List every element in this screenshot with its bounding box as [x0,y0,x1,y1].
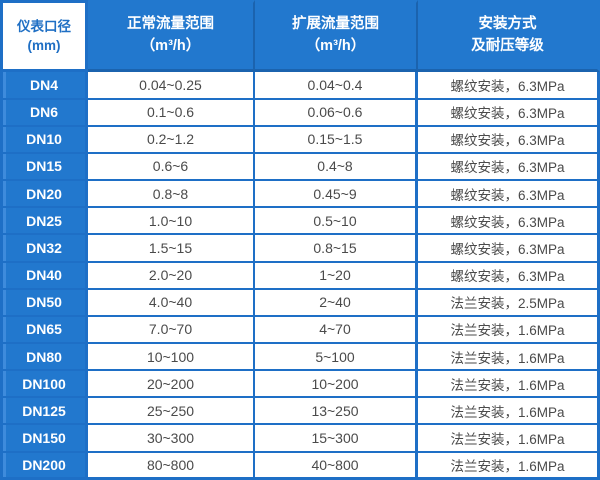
cell-installation: 法兰安装，1.6MPa [418,425,600,453]
cell-extended-flow: 0.45~9 [255,181,418,209]
cell-diameter: DN25 [0,208,88,236]
table-row: DN32 1.5~15 0.8~15 螺纹安装，6.3MPa [0,235,600,263]
cell-extended-flow: 5~100 [255,344,418,372]
table-row: DN150 30~300 15~300 法兰安装，1.6MPa [0,425,600,453]
cell-diameter: DN125 [0,398,88,426]
table-row: DN100 20~200 10~200 法兰安装，1.6MPa [0,371,600,399]
cell-normal-flow: 0.04~0.25 [88,72,255,100]
table-row: DN65 7.0~70 4~70 法兰安装，1.6MPa [0,316,600,344]
cell-installation: 法兰安装，1.6MPa [418,398,600,426]
cell-normal-flow: 0.8~8 [88,181,255,209]
table-row: DN15 0.6~6 0.4~8 螺纹安装，6.3MPa [0,153,600,182]
cell-extended-flow: 0.04~0.4 [255,72,418,100]
cell-installation: 法兰安装，1.6MPa [418,452,600,480]
header-extended-flow-line1: 扩展流量范围 [292,16,379,33]
cell-normal-flow: 0.6~6 [88,153,255,182]
cell-normal-flow: 0.2~1.2 [88,126,255,154]
cell-diameter: DN100 [0,371,88,399]
table-row: DN50 4.0~40 2~40 法兰安装，2.5MPa [0,289,600,317]
table-row: DN40 2.0~20 1~20 螺纹安装，6.3MPa [0,262,600,290]
cell-extended-flow: 10~200 [255,371,418,399]
cell-diameter: DN40 [0,262,88,290]
cell-extended-flow: 2~40 [255,289,418,317]
cell-installation: 螺纹安装，6.3MPa [418,181,600,209]
cell-installation: 螺纹安装，6.3MPa [418,262,600,290]
cell-extended-flow: 0.06~0.6 [255,99,418,127]
cell-installation: 螺纹安装，6.3MPa [418,208,600,236]
cell-normal-flow: 4.0~40 [88,289,255,317]
cell-normal-flow: 7.0~70 [88,316,255,344]
header-cell-extended-flow: 扩展流量范围 （m³/h） [255,0,418,73]
cell-extended-flow: 40~800 [255,452,418,480]
cell-diameter: DN4 [0,72,88,100]
header-cell-diameter: 仪表口径 (mm) [0,0,88,73]
cell-installation: 法兰安装，1.6MPa [418,316,600,344]
cell-installation: 螺纹安装，6.3MPa [418,72,600,100]
cell-extended-flow: 15~300 [255,425,418,453]
cell-diameter: DN10 [0,126,88,154]
cell-diameter: DN15 [0,153,88,182]
table-row: DN200 80~800 40~800 法兰安装，1.6MPa [0,452,600,480]
cell-extended-flow: 0.8~15 [255,235,418,263]
header-installation-line2: 及耐压等级 [471,38,544,55]
cell-diameter: DN150 [0,425,88,453]
cell-diameter: DN20 [0,181,88,209]
header-extended-flow-line2: （m³/h） [305,38,366,55]
cell-diameter: DN65 [0,316,88,344]
table-row: DN10 0.2~1.2 0.15~1.5 螺纹安装，6.3MPa [0,126,600,154]
cell-normal-flow: 1.0~10 [88,208,255,236]
cell-diameter: DN6 [0,99,88,127]
cell-installation: 螺纹安装，6.3MPa [418,153,600,182]
table-row: DN80 10~100 5~100 法兰安装，1.6MPa [0,344,600,372]
header-normal-flow-line2: （m³/h） [140,38,201,55]
cell-diameter: DN80 [0,344,88,372]
header-normal-flow-line1: 正常流量范围 [127,16,214,33]
cell-extended-flow: 0.5~10 [255,208,418,236]
cell-extended-flow: 4~70 [255,316,418,344]
header-installation-line1: 安装方式 [478,16,537,33]
table-header-row: 仪表口径 (mm) 正常流量范围 （m³/h） 扩展流量范围 （m³/h） 安装… [0,0,600,73]
header-cell-installation: 安装方式 及耐压等级 [418,0,600,73]
cell-diameter: DN32 [0,235,88,263]
cell-installation: 螺纹安装，6.3MPa [418,99,600,127]
cell-installation: 螺纹安装，6.3MPa [418,126,600,154]
cell-normal-flow: 80~800 [88,452,255,480]
cell-normal-flow: 20~200 [88,371,255,399]
cell-extended-flow: 13~250 [255,398,418,426]
cell-installation: 螺纹安装，6.3MPa [418,235,600,263]
cell-extended-flow: 1~20 [255,262,418,290]
table-row: DN125 25~250 13~250 法兰安装，1.6MPa [0,398,600,426]
cell-normal-flow: 10~100 [88,344,255,372]
table-row: DN4 0.04~0.25 0.04~0.4 螺纹安装，6.3MPa [0,72,600,100]
header-diameter-line1: 仪表口径 [17,18,71,34]
header-diameter-line2: (mm) [27,38,61,54]
table-row: DN20 0.8~8 0.45~9 螺纹安装，6.3MPa [0,181,600,209]
cell-installation: 法兰安装，2.5MPa [418,289,600,317]
cell-normal-flow: 30~300 [88,425,255,453]
cell-extended-flow: 0.15~1.5 [255,126,418,154]
table-row: DN6 0.1~0.6 0.06~0.6 螺纹安装，6.3MPa [0,99,600,127]
table-row: DN25 1.0~10 0.5~10 螺纹安装，6.3MPa [0,208,600,236]
cell-normal-flow: 1.5~15 [88,235,255,263]
cell-installation: 法兰安装，1.6MPa [418,344,600,372]
cell-extended-flow: 0.4~8 [255,153,418,182]
cell-normal-flow: 0.1~0.6 [88,99,255,127]
cell-diameter: DN50 [0,289,88,317]
cell-normal-flow: 2.0~20 [88,262,255,290]
cell-installation: 法兰安装，1.6MPa [418,371,600,399]
header-cell-normal-flow: 正常流量范围 （m³/h） [88,0,255,73]
cell-normal-flow: 25~250 [88,398,255,426]
cell-diameter: DN200 [0,452,88,480]
